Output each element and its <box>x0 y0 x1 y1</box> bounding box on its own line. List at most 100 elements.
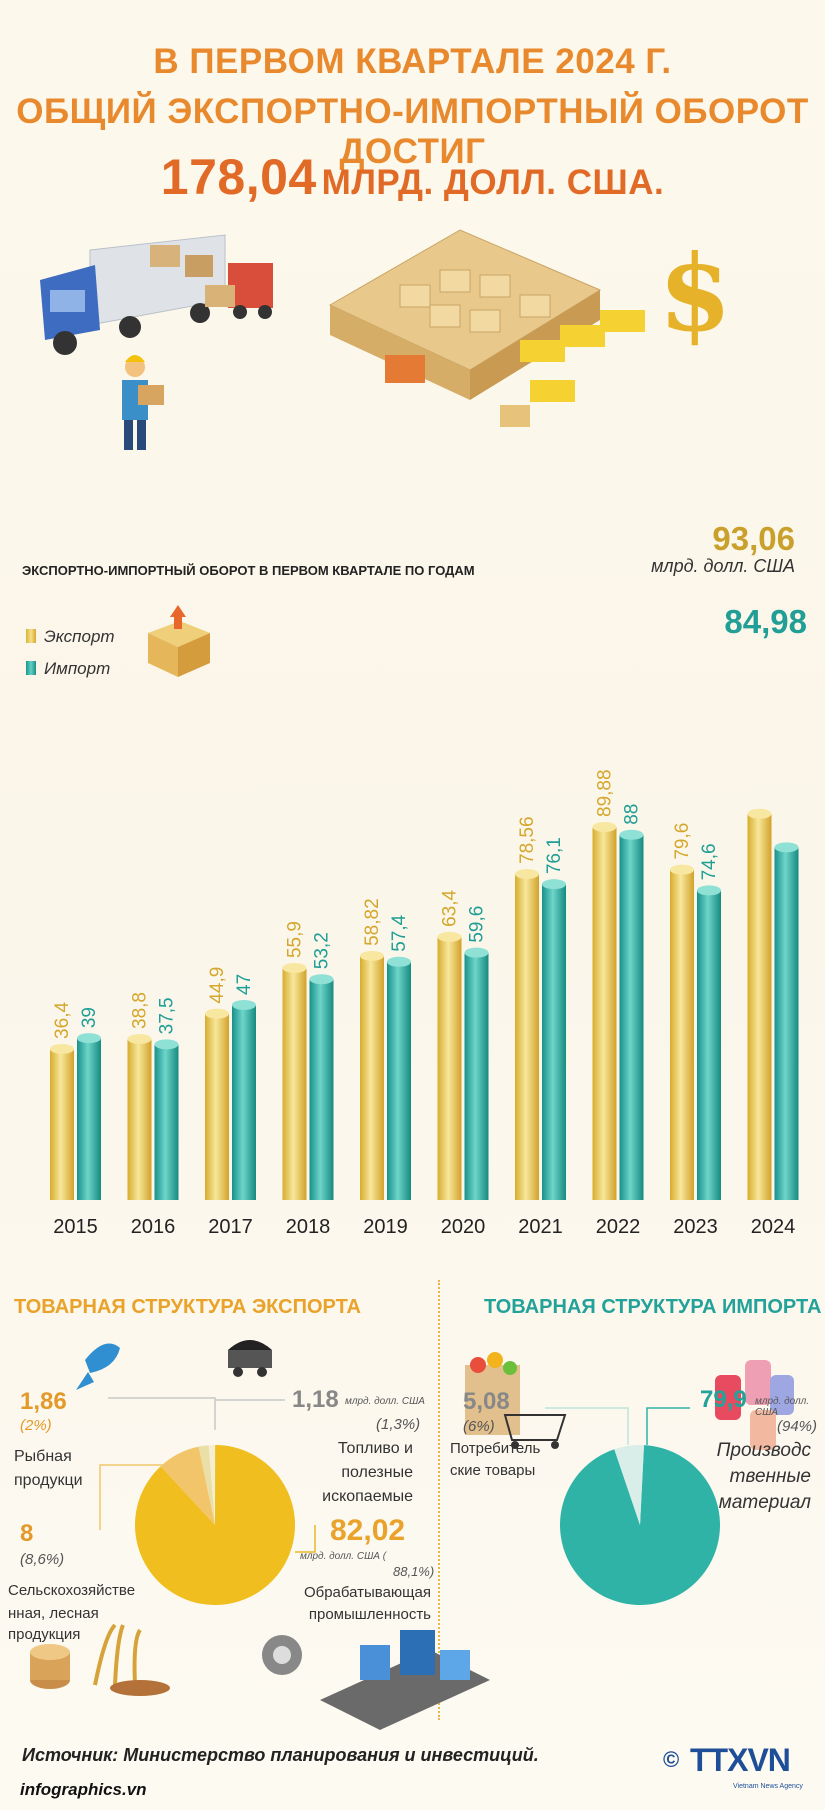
fish-icon <box>76 1343 120 1390</box>
import-bar-cap-2018 <box>309 974 334 985</box>
import-label-2018: 53,2 <box>312 932 333 969</box>
agriculture-icon <box>30 1623 170 1696</box>
pieImp-slice-0 <box>560 1445 720 1605</box>
dollar-icon: $ <box>658 231 731 355</box>
year-label-2022: 2022 <box>596 1216 641 1238</box>
export-bar-2021 <box>515 873 539 1200</box>
consumer-label-1: Потребитель <box>450 1440 541 1457</box>
latest-export-value: 93,06 <box>712 520 795 557</box>
export-label-2017: 44,9 <box>207 967 228 1004</box>
manuf-label-1: Обрабатывающая <box>303 1584 431 1601</box>
materials-unit: млрд. долл. США <box>755 1396 810 1418</box>
year-label-2018: 2018 <box>286 1216 331 1238</box>
consumer-pct: (6%) <box>463 1418 495 1435</box>
import-pie <box>560 1445 720 1605</box>
title-total: 178,04 МЛРД. ДОЛЛ. США. <box>0 148 825 206</box>
export-bar-cap-2023 <box>670 864 694 875</box>
export-label-2020: 63,4 <box>440 889 461 926</box>
box-icon <box>148 605 210 677</box>
fuel-label-3: ископаемые <box>322 1488 413 1505</box>
import-bar-cap-2023 <box>697 885 721 896</box>
export-label-2016: 38,8 <box>130 992 151 1029</box>
year-label-2016: 2016 <box>131 1216 176 1238</box>
grocery-basket-icon <box>465 1352 567 1449</box>
agri-pct: (8,6%) <box>20 1551 65 1568</box>
import-label-2017: 47 <box>234 974 255 995</box>
export-bar-cap-2021 <box>515 868 539 879</box>
latest-export-unit: млрд. долл. США <box>651 556 795 576</box>
import-bar-cap-2020 <box>464 947 489 958</box>
latest-import-value: 84,98 <box>724 603 807 640</box>
export-bar-cap-2018 <box>282 963 307 974</box>
fuel-pct: (1,3%) <box>376 1416 421 1433</box>
fuel-label-2: полезные <box>341 1464 413 1481</box>
pieImp-slice-1 <box>614 1445 644 1525</box>
agri-value: 8 <box>20 1520 34 1547</box>
truck-icon <box>40 234 226 355</box>
export-bar-cap-2020 <box>437 931 462 942</box>
export-label-2023: 79,6 <box>672 823 693 860</box>
import-bar-2022 <box>619 834 644 1200</box>
forklift-icon <box>205 263 273 319</box>
import-label-2016: 37,5 <box>157 997 178 1034</box>
thread-spools-icon <box>715 1360 794 1450</box>
warehouse-icon <box>328 229 645 427</box>
import-bar-2016 <box>154 1044 179 1200</box>
export-bar-cap-2017 <box>205 1008 229 1019</box>
ttxvn-logo-sub: Vietnam News Agency <box>733 1783 803 1790</box>
fuel-value: 1,18 <box>292 1386 339 1413</box>
leader-materials <box>646 1407 690 1445</box>
export-bar-2019 <box>360 955 384 1200</box>
import-bar-cap-2024 <box>774 842 799 853</box>
import-bar-2023 <box>697 890 721 1200</box>
import-label-2020: 59,6 <box>467 906 488 943</box>
export-bar-2020 <box>437 936 462 1200</box>
import-bar-cap-2021 <box>542 879 566 890</box>
fish-value: 1,86 <box>20 1388 67 1415</box>
export-structure-title: ТОВАРНАЯ СТРУКТУРА ЭКСПОРТА <box>14 1296 361 1318</box>
bar-chart: 36,4 39 2015 38,8 37,5 2016 44,9 47 2017 55,9 53,2… <box>50 769 799 1238</box>
import-bar-2020 <box>464 952 489 1200</box>
consumer-label-2: ские товары <box>450 1462 536 1479</box>
export-label-2019: 58,82 <box>362 898 383 946</box>
legend-export-swatch <box>26 629 36 643</box>
import-label-2015: 39 <box>79 1007 100 1028</box>
legend-import-swatch <box>26 661 36 675</box>
title-line2: ОБЩИЙ ЭКСПОРТНО-ИМПОРТНЫЙ ОБОРОТ ДОСТИГ <box>16 92 809 171</box>
import-bar-2017 <box>232 1004 256 1200</box>
export-bar-cap-2016 <box>127 1033 152 1044</box>
leader-consumer <box>545 1407 629 1445</box>
structure-graphics <box>30 1340 794 1730</box>
import-bar-2019 <box>387 961 411 1200</box>
fish-label-1: Рыбная <box>14 1448 72 1465</box>
manuf-pct: 88,1%) <box>393 1564 435 1579</box>
export-bar-cap-2015 <box>50 1043 74 1054</box>
section-divider <box>438 1280 440 1720</box>
export-label-2018: 55,9 <box>285 921 306 958</box>
year-label-2024: 2024 <box>751 1216 796 1238</box>
pieExp-slice-1 <box>134 1445 295 1605</box>
export-bar-2022 <box>592 826 617 1200</box>
fuel-unit: млрд. долл. США <box>345 1396 425 1407</box>
legend-import: Импорт <box>26 659 110 679</box>
materials-label-1: Производс <box>716 1440 811 1461</box>
export-label-2022: 89,88 <box>595 769 616 817</box>
chart-title: ЭКСПОРТНО-ИМПОРТНЫЙ ОБОРОТ В ПЕРВОМ КВАР… <box>22 563 475 578</box>
export-bar-2024 <box>747 813 772 1200</box>
import-bar-cap-2019 <box>387 956 411 967</box>
year-label-2019: 2019 <box>363 1216 408 1238</box>
export-bar-2015 <box>50 1048 74 1200</box>
legend-export: Экспорт <box>26 627 115 647</box>
agri-label-1: Сельскохозяйстве <box>8 1582 136 1599</box>
import-bar-2018 <box>309 979 334 1200</box>
title-line1: В ПЕРВОМ КВАРТАЛЕ 2024 Г. <box>153 42 672 81</box>
import-bar-cap-2016 <box>154 1039 179 1050</box>
export-bar-2016 <box>127 1038 152 1200</box>
manuf-value: 82,02 <box>330 1514 406 1547</box>
manuf-label-2: промышленность <box>308 1606 431 1623</box>
svg-text:$: $ <box>658 231 731 355</box>
export-pie <box>134 1445 295 1605</box>
materials-pct: (94%) <box>777 1418 818 1435</box>
site-name: infographics.vn <box>20 1780 147 1799</box>
import-bar-cap-2017 <box>232 999 256 1010</box>
